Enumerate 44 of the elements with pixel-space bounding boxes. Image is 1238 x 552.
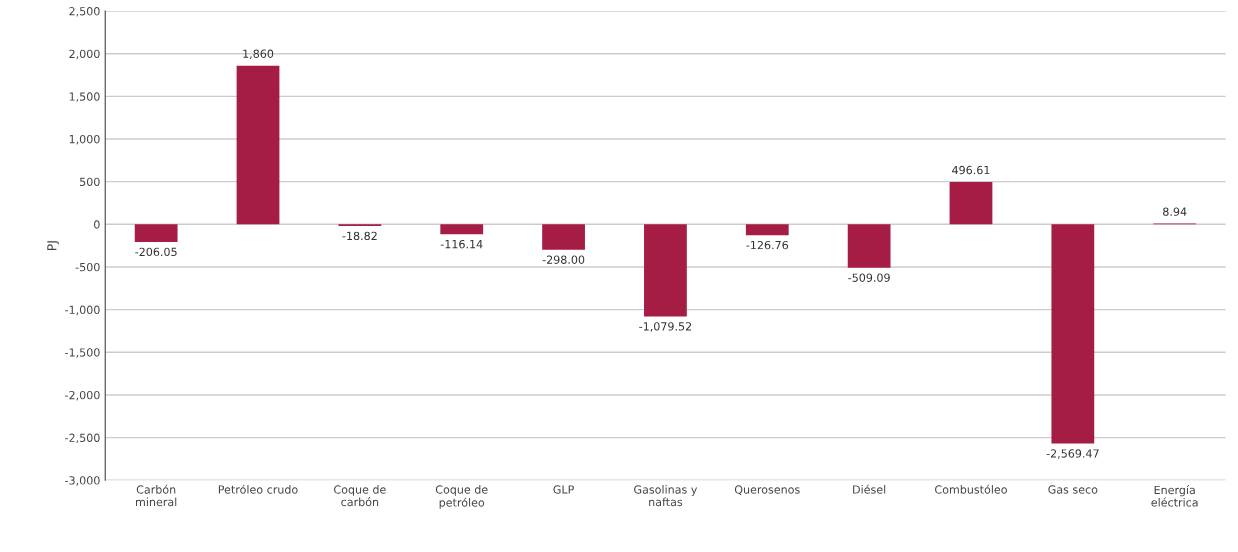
y-tick-label: 1,000 bbox=[69, 134, 100, 145]
data-label: -2,569.47 bbox=[1046, 449, 1099, 459]
y-tick-label: -500 bbox=[75, 262, 100, 272]
y-tick-label: 0 bbox=[94, 220, 100, 229]
x-tick-label: Coque de petróleo bbox=[435, 485, 488, 509]
data-label: -298.00 bbox=[542, 255, 585, 264]
bar bbox=[847, 224, 891, 268]
bar bbox=[134, 224, 178, 242]
data-label: -116.14 bbox=[440, 239, 483, 249]
bar bbox=[745, 224, 789, 236]
y-tick-label: -2,500 bbox=[65, 433, 100, 444]
bar bbox=[440, 224, 484, 235]
data-label: -206.05 bbox=[135, 247, 177, 257]
y-tick-label: 500 bbox=[80, 177, 100, 187]
data-label: -126.76 bbox=[746, 240, 789, 250]
data-label: 8.94 bbox=[1163, 207, 1187, 216]
x-tick-label: Combustóleo bbox=[935, 484, 1007, 494]
x-tick-label: Gasolinas y naftas bbox=[634, 485, 698, 507]
y-tick-label: -3,000 bbox=[65, 476, 100, 486]
data-label: -509.09 bbox=[848, 273, 890, 282]
y-tick-label: 2,000 bbox=[69, 49, 100, 60]
x-tick-label: Carbón mineral bbox=[136, 484, 177, 507]
bar bbox=[236, 65, 280, 225]
x-tick-label: Gas seco bbox=[1048, 485, 1098, 494]
y-axis-title: PJ bbox=[47, 241, 59, 251]
bar bbox=[644, 224, 687, 317]
y-tick-label: 2,500 bbox=[69, 7, 100, 17]
y-tick-label: -1,000 bbox=[65, 305, 100, 316]
x-tick-label: Energía eléctrica bbox=[1151, 485, 1198, 507]
x-tick-label: Diésel bbox=[853, 484, 886, 494]
bar bbox=[542, 224, 585, 250]
data-label: -18.82 bbox=[342, 231, 377, 241]
x-tick-label: Petróleo crudo bbox=[218, 484, 298, 494]
data-label: 496.61 bbox=[952, 165, 990, 175]
y-tick-label: 1,500 bbox=[69, 92, 100, 102]
data-label: -1,079.52 bbox=[639, 322, 692, 332]
bar bbox=[1051, 224, 1095, 444]
y-tick-label: -1,500 bbox=[65, 348, 100, 358]
x-tick-label: Coque de carbón bbox=[334, 485, 386, 507]
bar bbox=[949, 181, 993, 225]
x-tick-label: GLP bbox=[553, 485, 574, 494]
data-label: 1,860 bbox=[243, 49, 274, 60]
y-tick-label: -2,000 bbox=[65, 390, 100, 401]
x-tick-label: Querosenos bbox=[734, 485, 800, 495]
